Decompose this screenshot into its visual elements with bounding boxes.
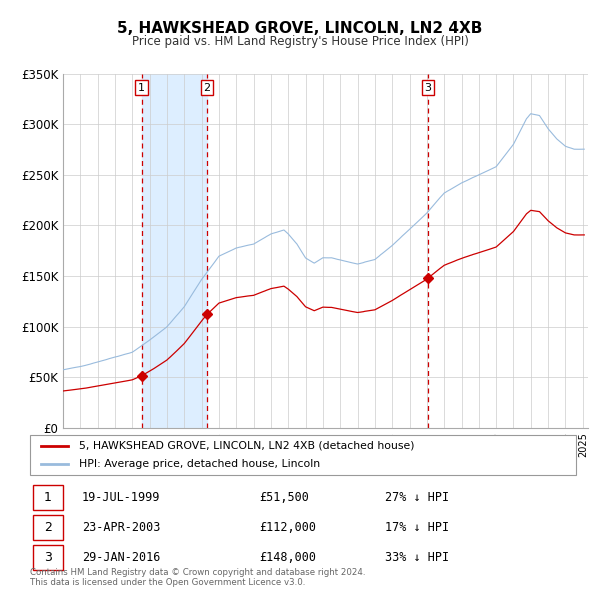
- Text: £51,500: £51,500: [259, 491, 309, 504]
- FancyBboxPatch shape: [33, 545, 63, 571]
- FancyBboxPatch shape: [30, 435, 576, 475]
- Text: 2: 2: [203, 83, 211, 93]
- Text: Contains HM Land Registry data © Crown copyright and database right 2024.
This d: Contains HM Land Registry data © Crown c…: [30, 568, 365, 587]
- FancyBboxPatch shape: [33, 514, 63, 540]
- Text: 17% ↓ HPI: 17% ↓ HPI: [385, 521, 449, 534]
- Text: £112,000: £112,000: [259, 521, 316, 534]
- Text: Price paid vs. HM Land Registry's House Price Index (HPI): Price paid vs. HM Land Registry's House …: [131, 35, 469, 48]
- Text: 3: 3: [425, 83, 431, 93]
- Text: 29-JAN-2016: 29-JAN-2016: [82, 551, 160, 564]
- Text: 3: 3: [44, 551, 52, 564]
- Bar: [142, 74, 207, 428]
- Text: 27% ↓ HPI: 27% ↓ HPI: [385, 491, 449, 504]
- Text: 23-APR-2003: 23-APR-2003: [82, 521, 160, 534]
- Text: 5, HAWKSHEAD GROVE, LINCOLN, LN2 4XB: 5, HAWKSHEAD GROVE, LINCOLN, LN2 4XB: [118, 21, 482, 35]
- Text: HPI: Average price, detached house, Lincoln: HPI: Average price, detached house, Linc…: [79, 459, 320, 469]
- Text: 1: 1: [138, 83, 145, 93]
- Text: £148,000: £148,000: [259, 551, 316, 564]
- Text: 33% ↓ HPI: 33% ↓ HPI: [385, 551, 449, 564]
- Text: 19-JUL-1999: 19-JUL-1999: [82, 491, 160, 504]
- FancyBboxPatch shape: [33, 484, 63, 510]
- Text: 2: 2: [44, 521, 52, 534]
- Text: 1: 1: [44, 491, 52, 504]
- Text: 5, HAWKSHEAD GROVE, LINCOLN, LN2 4XB (detached house): 5, HAWKSHEAD GROVE, LINCOLN, LN2 4XB (de…: [79, 441, 415, 451]
